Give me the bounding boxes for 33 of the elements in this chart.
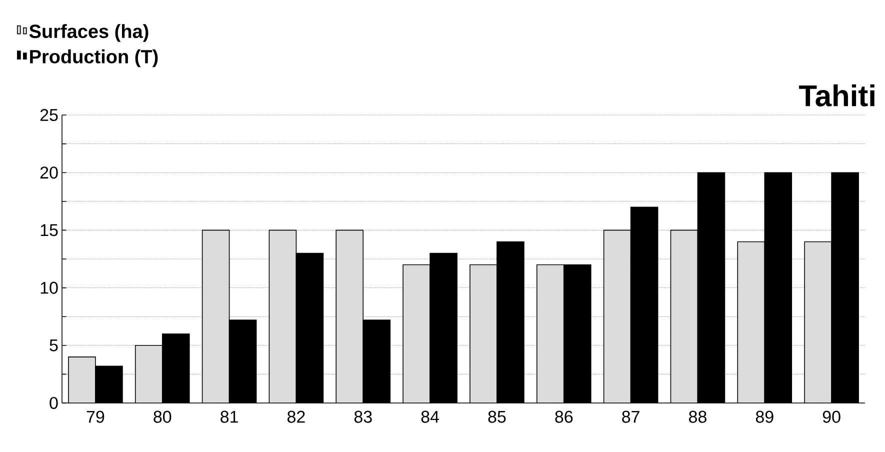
y-tick-label: 5: [50, 339, 58, 352]
x-tick-label: 89: [756, 410, 774, 423]
y-tick-label: 25: [40, 108, 58, 122]
x-tick-label: 79: [86, 410, 104, 423]
y-tick-label: 15: [40, 224, 58, 236]
x-tick-label: 88: [689, 410, 706, 423]
bar: [470, 264, 497, 403]
x-tick-label: 84: [421, 410, 439, 423]
x-tick-label: 86: [555, 410, 573, 423]
x-tick-label: 80: [154, 410, 172, 423]
y-tick-label: 0: [50, 396, 58, 410]
bar: [202, 230, 230, 403]
bar: [403, 264, 430, 403]
bar: [738, 242, 765, 403]
y-tick-label: 10: [40, 282, 58, 294]
x-tick-label: 90: [822, 410, 840, 423]
bar: [68, 356, 96, 403]
x-tick-label: 82: [287, 410, 305, 423]
bar: [135, 345, 162, 403]
legend-label: Production (T): [30, 49, 158, 68]
bar: [336, 230, 364, 403]
x-tick-label: 85: [488, 410, 506, 423]
bar: [804, 241, 832, 403]
bar: [604, 230, 631, 403]
bar: [536, 264, 564, 403]
bar: [269, 230, 296, 403]
x-tick-label: 87: [622, 410, 640, 423]
bar: [670, 230, 698, 403]
x-tick-label: 83: [354, 410, 372, 423]
x-tick-label: 81: [220, 410, 238, 423]
chart-title: Tahiti: [799, 84, 874, 106]
y-tick-label: 20: [40, 166, 58, 179]
legend-label: Surfaces (ha): [29, 24, 148, 42]
